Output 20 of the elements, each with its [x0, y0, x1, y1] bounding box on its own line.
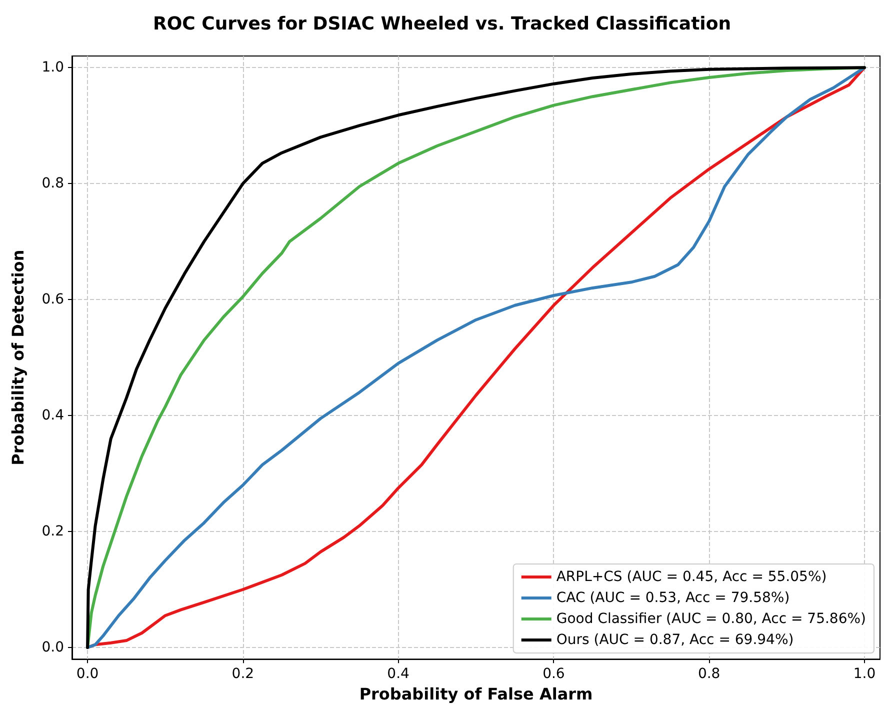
y-tick-label: 0.0 — [42, 640, 64, 656]
x-tick-label: 0.6 — [542, 666, 565, 682]
x-tick-label: 0.4 — [387, 666, 410, 682]
y-tick-label: 0.4 — [42, 408, 64, 424]
y-tick-label: 1.0 — [42, 60, 64, 76]
legend-label: Good Classifier (AUC = 0.80, Acc = 75.86%) — [556, 611, 866, 627]
chart-title: ROC Curves for DSIAC Wheeled vs. Tracked Classification — [152, 14, 732, 34]
line-series — [86, 66, 866, 649]
y-axis-title: Probability of Detection — [8, 250, 28, 466]
x-tick-label: 0.2 — [232, 666, 254, 682]
legend-label: ARPL+CS (AUC = 0.45, Acc = 55.05%) — [556, 569, 827, 585]
legend-label: CAC (AUC = 0.53, Acc = 79.58%) — [556, 590, 790, 606]
y-tick-label: 0.8 — [42, 176, 64, 192]
x-tick-label: 0.8 — [698, 666, 720, 682]
legend-label: Ours (AUC = 0.87, Acc = 69.94%) — [556, 632, 794, 648]
y-tick-label: 0.6 — [42, 292, 64, 308]
x-axis-title: Probability of False Alarm — [359, 684, 593, 704]
x-tick-label: 1.0 — [853, 666, 876, 682]
x-tick-label: 0.0 — [76, 666, 99, 682]
y-tick-label: 0.2 — [42, 524, 64, 540]
